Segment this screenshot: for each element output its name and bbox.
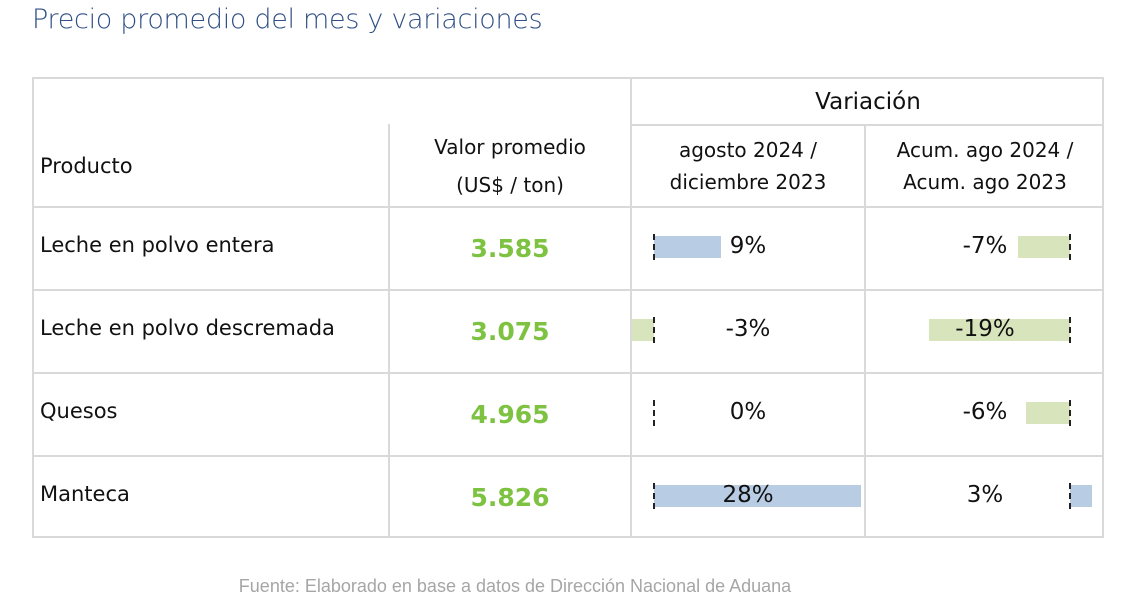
var1-bar — [654, 235, 721, 258]
product-cell: Leche en polvo descremada — [40, 315, 335, 340]
var1-label: 9% — [729, 232, 767, 259]
grid-line — [34, 455, 1104, 457]
product-cell: Manteca — [40, 481, 130, 506]
header-value: Valor promedio (US$ / ton) — [390, 126, 630, 206]
product-cell: Leche en polvo entera — [40, 232, 275, 257]
variation-label: Variación — [815, 88, 921, 115]
var2-label: -19% — [955, 315, 1015, 342]
page-title: Precio promedio del mes y variaciones — [32, 4, 543, 35]
var2-bar — [1018, 235, 1070, 258]
grid-line — [388, 124, 390, 536]
grid-line — [34, 289, 1104, 291]
product-cell: Quesos — [40, 398, 118, 423]
header-var1: agosto 2024 / diciembre 2023 — [632, 126, 864, 206]
value-header-line2: (US$ / ton) — [456, 173, 564, 197]
var1-bar — [654, 484, 862, 507]
var1-label: 0% — [729, 398, 767, 425]
var1-axis — [653, 233, 655, 260]
var2-bar — [929, 318, 1070, 341]
value-cell: 5.826 — [470, 483, 550, 512]
value-cell: 3.585 — [470, 234, 550, 263]
var1-label: -3% — [725, 315, 771, 342]
source-note: Fuente: Elaborado en base a datos de Dir… — [238, 576, 792, 596]
var1-header-line2: diciembre 2023 — [669, 170, 827, 194]
header-product: Producto — [40, 126, 388, 206]
var2-bar — [1025, 401, 1070, 424]
var1-axis — [653, 482, 655, 509]
grid-line — [864, 124, 866, 536]
var2-axis — [1069, 399, 1071, 426]
value-cell: 4.965 — [470, 400, 550, 429]
price-table: Variación Producto Valor promedio (US$ /… — [32, 77, 1104, 538]
var2-axis — [1069, 482, 1071, 509]
var2-header-line2: Acum. ago 2023 — [903, 170, 1067, 194]
var2-label: -6% — [962, 398, 1008, 425]
grid-line — [34, 206, 1104, 208]
grid-line — [34, 372, 1104, 374]
header-var2: Acum. ago 2024 / Acum. ago 2023 — [866, 126, 1104, 206]
var1-axis — [653, 399, 655, 426]
var2-label: 3% — [966, 481, 1004, 508]
product-column-label: Producto — [40, 154, 133, 178]
var2-axis — [1069, 233, 1071, 260]
var1-bar — [632, 318, 654, 341]
var2-axis — [1069, 316, 1071, 343]
variation-group-header: Variación — [632, 79, 1104, 124]
var2-bar — [1070, 484, 1093, 507]
var1-label: 28% — [722, 481, 774, 508]
value-cell: 3.075 — [470, 317, 550, 346]
grid-line — [630, 79, 632, 536]
value-header-line1: Valor promedio — [434, 135, 586, 159]
var1-axis — [653, 316, 655, 343]
var2-header-line1: Acum. ago 2024 / — [896, 138, 1074, 162]
var1-header-line1: agosto 2024 / — [678, 138, 818, 162]
var2-label: -7% — [962, 232, 1008, 259]
grid-line — [630, 124, 1104, 126]
